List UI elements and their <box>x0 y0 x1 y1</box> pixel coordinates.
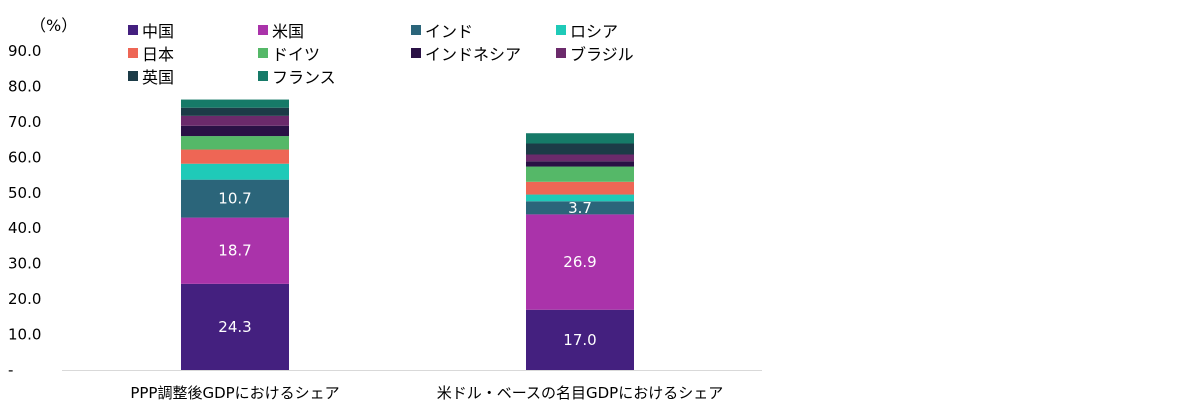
bar-segment <box>181 107 289 116</box>
y-tick-label: 60.0 <box>8 148 41 166</box>
legend-label-germany: ドイツ <box>272 45 321 64</box>
legend-swatch-brazil <box>556 48 566 58</box>
legend-item-china: 中国 <box>128 18 174 42</box>
data-label: 18.7 <box>218 242 251 260</box>
bar-segment <box>181 136 289 150</box>
y-axis-unit-label: （%） <box>30 16 78 35</box>
legend-swatch-indonesia <box>411 48 421 58</box>
legend-label-japan: 日本 <box>142 45 175 64</box>
bar-segment <box>526 143 634 155</box>
legend-label-russia: ロシア <box>570 22 619 41</box>
legend-item-uk: 英国 <box>128 64 174 88</box>
data-label: 24.3 <box>218 318 251 336</box>
legend-swatch-france <box>258 71 268 81</box>
y-tick-label: 50.0 <box>8 184 41 202</box>
bar-segment <box>526 309 634 370</box>
bar-segment <box>181 217 289 284</box>
bar-segment <box>181 283 289 370</box>
legend-item-germany: ドイツ <box>258 41 320 65</box>
legend-label-china: 中国 <box>142 22 175 41</box>
legend-item-russia: ロシア <box>556 18 618 42</box>
bar-segment <box>526 154 634 162</box>
y-tick-label: 30.0 <box>8 255 41 273</box>
bar-segment <box>181 179 289 218</box>
data-label: 17.0 <box>563 331 596 349</box>
legend-item-japan: 日本 <box>128 41 174 65</box>
x-axis: PPP調整後GDPにおけるシェア 米ドル・ベースの名目GDPにおけるシェア <box>130 384 723 402</box>
legend-label-brazil: ブラジル <box>570 45 634 64</box>
bars: 24.3 18.7 10.7 17.0 26.9 3.7 <box>181 99 634 370</box>
bar-segment <box>181 163 289 180</box>
data-label: 3.7 <box>568 199 592 217</box>
data-label: 26.9 <box>563 253 596 271</box>
y-tick-label: - <box>8 361 13 379</box>
bar-segment <box>526 166 634 182</box>
y-tick-label: 10.0 <box>8 326 41 344</box>
bar-segment <box>526 194 634 202</box>
legend-label-indonesia: インドネシア <box>425 45 522 64</box>
x-category-label: 米ドル・ベースの名目GDPにおけるシェア <box>437 384 723 402</box>
bar-segment <box>181 99 289 108</box>
y-tick-label: 20.0 <box>8 290 41 308</box>
y-tick-label: 70.0 <box>8 113 41 131</box>
legend-item-indonesia: インドネシア <box>411 41 521 65</box>
y-axis: - 10.0 20.0 30.0 40.0 50.0 60.0 70.0 80.0 90.0 <box>8 42 41 379</box>
legend-swatch-russia <box>556 25 566 35</box>
legend-swatch-india <box>411 25 421 35</box>
legend-item-usa: 米国 <box>258 18 304 42</box>
legend-label-usa: 米国 <box>272 22 305 41</box>
legend-label-india: インド <box>425 22 474 41</box>
legend-swatch-japan <box>128 48 138 58</box>
legend-item-india: インド <box>411 18 473 42</box>
data-label: 10.7 <box>218 190 251 208</box>
y-tick-label: 80.0 <box>8 77 41 95</box>
x-category-label: PPP調整後GDPにおけるシェア <box>130 384 339 402</box>
legend-swatch-germany <box>258 48 268 58</box>
legend-item-france: フランス <box>258 64 336 88</box>
legend-swatch-uk <box>128 71 138 81</box>
legend-swatch-usa <box>258 25 268 35</box>
y-tick-label: 40.0 <box>8 219 41 237</box>
bar-segment <box>181 149 289 164</box>
bar-segment <box>526 133 634 144</box>
bar-segment <box>181 125 289 137</box>
bar-segment <box>526 214 634 310</box>
legend-swatch-china <box>128 25 138 35</box>
bar-segment <box>526 161 634 167</box>
bar-segment <box>181 115 289 126</box>
y-tick-label: 90.0 <box>8 42 41 60</box>
legend-item-brazil: ブラジル <box>556 41 634 65</box>
legend-label-uk: 英国 <box>142 68 175 87</box>
bar-segment <box>526 181 634 195</box>
legend-label-france: フランス <box>272 68 336 87</box>
bar-segment <box>526 201 634 215</box>
